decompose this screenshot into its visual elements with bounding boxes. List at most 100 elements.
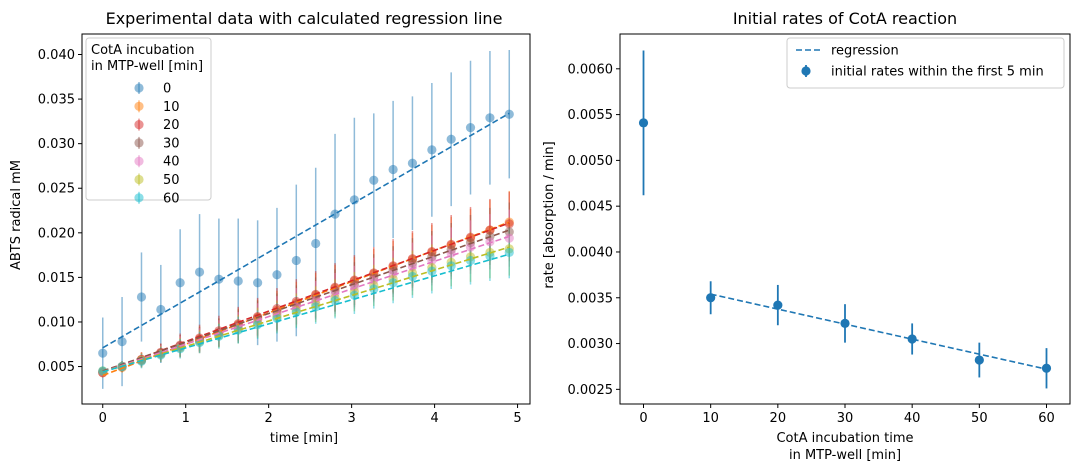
left-y-tick-label: 0.030	[38, 137, 75, 152]
legend-marker-series-0	[134, 83, 144, 93]
data-point-series-0	[330, 209, 340, 219]
right-x-tick-label: 10	[702, 411, 719, 426]
data-point-series-0	[156, 304, 166, 315]
data-point-series-40	[465, 242, 476, 252]
right-y-tick-label: 0.0040	[568, 245, 614, 260]
right-x-axis-label-line-2: in MTP-well [min]	[789, 448, 901, 463]
rate-data-point	[907, 334, 917, 344]
data-point-series-60	[175, 344, 185, 354]
rate-data-point	[974, 355, 984, 365]
legend-label-series-50: 50	[163, 173, 180, 188]
right-x-tick-label: 40	[904, 411, 921, 426]
data-point-series-60	[388, 278, 398, 288]
legend-label-rates: initial rates within the first 5 min	[831, 65, 1044, 80]
legend-label-series-10: 10	[163, 100, 180, 115]
data-point-series-0	[98, 348, 108, 358]
data-point-series-0	[194, 267, 205, 277]
regression-line-series-50	[102, 246, 510, 373]
legend-label-regression: regression	[831, 44, 899, 59]
legend-marker-series-20	[134, 120, 144, 130]
left-legend: CotA incubation in MTP-well [min] 0 10 20 3…	[85, 37, 212, 206]
left-x-tick-label: 5	[513, 411, 521, 426]
rate-data-point	[638, 118, 649, 128]
left-legend-title-line-2: in MTP-well [min]	[91, 59, 203, 74]
data-point-series-60	[311, 302, 321, 312]
data-point-series-0	[407, 158, 418, 168]
left-x-tick-label: 3	[347, 411, 355, 426]
data-point-series-0	[446, 134, 456, 144]
left-chart-title: Experimental data with calculated regres…	[106, 9, 503, 28]
right-y-axis-label: rate [absorption / min]	[542, 141, 557, 288]
left-legend-title-line-1: CotA incubation	[91, 43, 195, 58]
legend-label-series-60: 60	[163, 191, 180, 206]
right-plot-area	[638, 50, 1052, 389]
right-axes: 0 10 20 30 40 50 60 0.0025 0.0030 0.0035 0.0040 0.0…	[568, 33, 1071, 426]
right-axes-frame	[619, 33, 1071, 405]
left-chart: Experimental data with calculated regres…	[9, 9, 531, 446]
left-y-tick-label: 0.015	[38, 271, 75, 286]
legend-marker-series-50	[134, 174, 144, 185]
left-y-tick-label: 0.010	[38, 315, 75, 330]
legend-label-series-0: 0	[163, 82, 171, 97]
data-point-series-0	[136, 292, 147, 302]
right-chart-title: Initial rates of CotA reaction	[733, 9, 957, 28]
legend-marker-series-60	[134, 193, 144, 203]
legend-marker-series-30	[134, 138, 144, 148]
left-x-tick-label: 1	[182, 411, 190, 426]
data-point-series-0	[291, 255, 301, 266]
left-x-tick-label: 4	[430, 411, 438, 426]
left-legend-entries: 0 10 20 30 40 50 60	[134, 82, 180, 206]
data-point-series-60	[485, 251, 495, 261]
right-legend: regression initial rates within the first…	[786, 37, 1065, 89]
data-point-series-0	[311, 238, 321, 249]
data-point-series-0	[253, 278, 263, 288]
data-point-series-0	[175, 278, 185, 288]
data-point-series-0	[427, 145, 437, 155]
regression-line-series-40	[102, 235, 510, 373]
data-point-series-20	[504, 219, 514, 229]
data-point-series-0	[388, 164, 398, 175]
left-axes: 0 1 2 3 4 5 0.005 0.010 0.015 0.020 0.025 0.030 0.03…	[38, 33, 531, 426]
left-y-tick-label: 0.040	[38, 48, 75, 63]
right-y-tick-label: 0.0025	[568, 383, 614, 398]
regression-line-series-20	[102, 222, 510, 373]
left-plot-area	[98, 50, 514, 389]
data-point-series-0	[272, 270, 282, 280]
data-point-series-60	[504, 247, 514, 258]
right-x-tick-label: 30	[837, 411, 854, 426]
data-point-series-0	[465, 123, 476, 133]
right-y-tick-label: 0.0035	[568, 291, 614, 306]
legend-marker-series-40	[134, 156, 144, 166]
right-x-tick-label: 0	[639, 411, 647, 426]
right-y-tick-label: 0.0050	[568, 154, 614, 169]
left-axes-frame	[81, 33, 531, 405]
right-y-tick-label: 0.0030	[568, 337, 614, 352]
legend-label-series-40: 40	[163, 155, 180, 170]
right-x-axis-label-line-1: CotA incubation time	[776, 431, 913, 446]
right-y-tick-label: 0.0060	[568, 62, 614, 77]
data-point-series-60	[446, 261, 456, 271]
left-y-tick-label: 0.035	[38, 93, 75, 108]
right-y-tick-label: 0.0055	[568, 108, 614, 123]
data-point-series-0	[485, 113, 495, 123]
rate-data-point	[840, 318, 850, 329]
regression-line-series-30	[102, 229, 510, 372]
right-legend-entries: regression initial rates within the first…	[796, 44, 1044, 80]
left-y-tick-label: 0.005	[38, 360, 75, 375]
rate-data-point	[773, 300, 783, 310]
left-legend-frame	[85, 37, 212, 201]
right-x-tick-label: 60	[1038, 411, 1055, 426]
legend-label-series-20: 20	[163, 118, 180, 133]
left-x-tick-label: 0	[99, 411, 107, 426]
left-y-tick-label: 0.020	[38, 226, 75, 241]
left-x-tick-label: 2	[265, 411, 273, 426]
legend-marker-series-10	[134, 101, 144, 111]
rate-data-point	[706, 293, 716, 303]
left-y-axis-label: ABTS radical mM	[9, 160, 24, 270]
left-y-tick-label: 0.025	[38, 182, 75, 197]
data-point-series-0	[233, 276, 243, 286]
data-point-series-0	[117, 336, 127, 347]
data-point-series-60	[330, 295, 340, 306]
regression-line-series-60	[102, 253, 510, 373]
